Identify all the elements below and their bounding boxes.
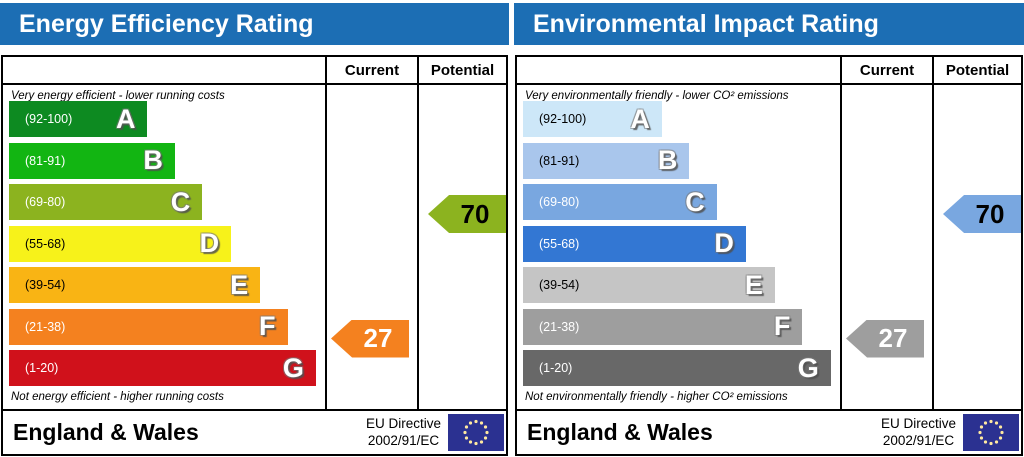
- rating-band: (55-68) D: [523, 225, 746, 262]
- rating-band: (81-91) B: [9, 142, 175, 179]
- eu-directive-label: EU Directive 2002/91/EC: [881, 416, 963, 448]
- energy-efficiency-panel: Energy Efficiency Rating Current Potenti…: [0, 0, 509, 457]
- band-letter: A: [115, 103, 136, 134]
- eu-flag-icon: [448, 414, 504, 451]
- rating-band: (69-80) C: [523, 184, 717, 220]
- band-range-label: (39-54): [25, 278, 66, 292]
- region-label: England & Wales: [527, 419, 713, 445]
- eu-directive-line2: 2002/91/EC: [882, 432, 955, 448]
- panel-title: Energy Efficiency Rating: [0, 3, 509, 45]
- band-letter: E: [230, 269, 249, 300]
- band-letter: C: [170, 186, 191, 217]
- rating-band: (39-54) E: [9, 267, 261, 303]
- header-spacer: [3, 57, 325, 83]
- band-range-label: (81-91): [25, 153, 66, 168]
- table-footer: England & Wales EU Directive 2002/91/EC: [3, 409, 506, 454]
- caption-top: Very environmentally friendly - lower CO…: [525, 90, 789, 102]
- rating-table: Current Potential Very energy efficient …: [1, 55, 508, 456]
- potential-rating-arrow: 70: [428, 195, 506, 233]
- band-letter: D: [714, 228, 734, 258]
- current-rating-arrow: 27: [846, 319, 924, 358]
- current-rating-value: 27: [878, 323, 908, 353]
- band-range-label: (21-38): [25, 319, 66, 334]
- rating-band: (1-20) G: [523, 350, 831, 386]
- band-letter: E: [744, 269, 763, 300]
- eu-flag-icon: [963, 414, 1019, 451]
- band-range-label: (21-38): [539, 319, 580, 334]
- caption-bottom: Not environmentally friendly - higher CO…: [525, 391, 788, 403]
- potential-column-header: Potential: [932, 57, 1021, 83]
- header-spacer: [517, 57, 840, 83]
- band-range-label: (55-68): [539, 236, 580, 251]
- potential-column: 70: [417, 85, 506, 409]
- band-range-label: (1-20): [539, 361, 573, 375]
- band-letter: C: [685, 186, 705, 217]
- rating-band: (92-100) A: [9, 101, 148, 137]
- rating-band: (39-54) E: [523, 267, 775, 303]
- eu-directive-line1: EU Directive: [365, 416, 441, 432]
- band-range-label: (55-68): [25, 236, 66, 251]
- table-footer: England & Wales EU Directive 2002/91/EC: [517, 409, 1021, 454]
- band-range-label: (69-80): [25, 195, 66, 209]
- rating-band: (1-20) G: [9, 350, 316, 386]
- current-column-header: Current: [840, 57, 932, 83]
- chart-body: Very energy efficient - lower running co…: [3, 85, 506, 409]
- band-letter: D: [199, 228, 220, 258]
- rating-table: Current Potential Very environmentally f…: [515, 55, 1023, 456]
- band-letter: B: [657, 145, 678, 175]
- caption-bottom: Not energy efficient - higher running co…: [11, 391, 224, 403]
- band-letter: G: [282, 352, 304, 383]
- band-letter: F: [259, 311, 276, 341]
- current-column-header: Current: [325, 57, 417, 83]
- table-header-row: Current Potential: [517, 57, 1021, 85]
- band-range-label: (39-54): [539, 278, 580, 292]
- current-rating-arrow: 27: [331, 319, 409, 358]
- rating-band: (21-38) F: [523, 308, 803, 345]
- rating-band: (21-38) F: [9, 308, 288, 345]
- potential-rating-value: 70: [460, 198, 490, 229]
- eu-directive-line2: 2002/91/EC: [367, 432, 440, 448]
- environmental-impact-panel: Environmental Impact Rating Current Pote…: [514, 0, 1024, 457]
- panel-title: Environmental Impact Rating: [514, 3, 1024, 45]
- region-label: England & Wales: [13, 419, 199, 445]
- band-range-label: (92-100): [539, 112, 587, 126]
- band-range-label: (92-100): [25, 112, 73, 126]
- band-chart-area: Very energy efficient - lower running co…: [3, 85, 325, 409]
- current-column: 27: [840, 85, 932, 409]
- band-letter: B: [143, 145, 163, 175]
- band-range-label: (69-80): [539, 195, 580, 209]
- eu-directive-line1: EU Directive: [880, 416, 956, 432]
- rating-band: (55-68) D: [9, 225, 232, 262]
- rating-band: (69-80) C: [9, 184, 203, 220]
- rating-band: (92-100) A: [523, 101, 662, 137]
- table-header-row: Current Potential: [3, 57, 506, 85]
- eu-directive-label: EU Directive 2002/91/EC: [366, 416, 448, 448]
- band-range-label: (1-20): [25, 361, 59, 375]
- potential-rating-value: 70: [975, 198, 1005, 229]
- rating-band: (81-91) B: [523, 142, 690, 179]
- band-letter: A: [630, 103, 650, 134]
- potential-column-header: Potential: [417, 57, 506, 83]
- band-letter: G: [797, 352, 819, 383]
- caption-top: Very energy efficient - lower running co…: [11, 90, 225, 102]
- current-rating-value: 27: [363, 323, 393, 353]
- potential-column: 70: [932, 85, 1021, 409]
- band-chart-area: Very environmentally friendly - lower CO…: [517, 85, 840, 409]
- band-range-label: (81-91): [539, 153, 580, 168]
- band-letter: F: [773, 311, 791, 341]
- potential-rating-arrow: 70: [943, 195, 1021, 233]
- chart-body: Very environmentally friendly - lower CO…: [517, 85, 1021, 409]
- current-column: 27: [325, 85, 417, 409]
